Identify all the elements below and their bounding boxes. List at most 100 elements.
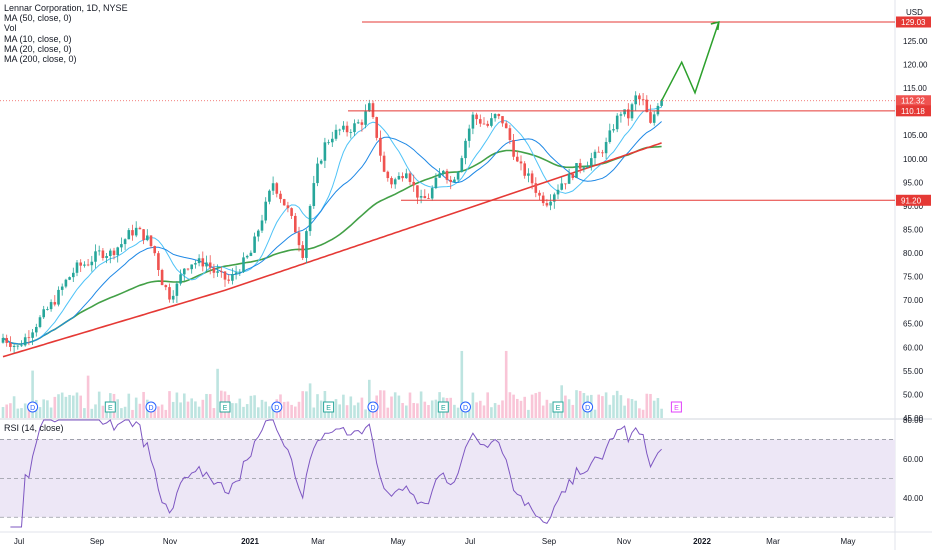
candle-body bbox=[512, 139, 515, 157]
volume-bar bbox=[68, 394, 71, 418]
volume-bar bbox=[216, 368, 219, 418]
volume-bar bbox=[12, 396, 16, 418]
candle-body bbox=[149, 235, 153, 247]
volume-bar bbox=[46, 400, 49, 418]
candle-body bbox=[164, 285, 168, 288]
legend-title: Lennar Corporation, 1D, NYSE bbox=[4, 3, 128, 13]
volume-bar bbox=[660, 408, 663, 418]
candle-body bbox=[608, 130, 612, 142]
volume-bar bbox=[645, 393, 649, 418]
candle-body bbox=[312, 183, 316, 207]
volume-bar bbox=[475, 402, 478, 418]
candle-body bbox=[560, 183, 563, 190]
candle-body bbox=[656, 105, 660, 115]
volume-bar bbox=[430, 400, 434, 418]
volume-bar bbox=[578, 390, 582, 418]
candle-body bbox=[97, 250, 101, 252]
candle-body bbox=[486, 123, 489, 126]
candle-body bbox=[430, 188, 434, 199]
price-tick-label: 90.00 bbox=[903, 202, 924, 211]
candle-body bbox=[508, 128, 512, 140]
candle-body bbox=[90, 261, 94, 266]
volume-bar bbox=[564, 395, 567, 418]
candle-body bbox=[586, 165, 589, 168]
volume-bar bbox=[53, 396, 57, 418]
volume-bar bbox=[305, 391, 308, 418]
volume-bar bbox=[567, 399, 571, 418]
volume-bar bbox=[94, 404, 97, 418]
volume-bar bbox=[401, 403, 404, 418]
candle-body bbox=[619, 114, 623, 116]
candle-body bbox=[179, 274, 182, 284]
candle-body bbox=[615, 115, 619, 130]
price-tick-label: 45.00 bbox=[903, 414, 924, 423]
volume-bar bbox=[601, 396, 604, 418]
candle-body bbox=[438, 173, 441, 178]
volume-bar bbox=[1, 407, 5, 418]
legend-ma50[interactable]: MA (50, close, 0) bbox=[4, 13, 72, 24]
volume-bar bbox=[231, 403, 234, 418]
volume-bar bbox=[97, 391, 101, 418]
candle-body bbox=[5, 337, 8, 343]
legend-ma10[interactable]: MA (10, close, 0) bbox=[4, 33, 72, 44]
volume-bar bbox=[253, 395, 256, 418]
candle-body bbox=[390, 178, 393, 185]
time-tick-label: May bbox=[390, 537, 405, 546]
candle-body bbox=[349, 132, 353, 133]
volume-bar bbox=[649, 393, 652, 418]
candle-body bbox=[249, 252, 253, 256]
candle-body bbox=[493, 114, 497, 119]
volume-bar bbox=[86, 375, 90, 418]
rsi-legend[interactable]: RSI (14, close) bbox=[4, 423, 64, 433]
volume-bar bbox=[534, 393, 538, 418]
marker-shape bbox=[323, 401, 335, 413]
projection-arrowhead bbox=[710, 21, 720, 31]
volume-bar bbox=[282, 401, 286, 418]
volume-bar bbox=[197, 406, 201, 418]
candle-body bbox=[16, 345, 20, 347]
candle-body bbox=[23, 337, 27, 346]
ma-line-20 bbox=[2, 121, 662, 345]
candle-body bbox=[60, 286, 64, 290]
candle-body bbox=[453, 179, 456, 183]
volume-bar bbox=[501, 400, 504, 418]
volume-bar bbox=[523, 396, 526, 418]
volume-bar bbox=[168, 391, 171, 418]
legend-ma20[interactable]: MA (20, close, 0) bbox=[4, 43, 72, 54]
volume-bar bbox=[27, 408, 31, 418]
candle-body bbox=[138, 227, 142, 230]
candle-body bbox=[134, 227, 138, 236]
volume-bar bbox=[486, 392, 489, 418]
legend-ma200[interactable]: MA (200, close, 0) bbox=[4, 54, 77, 65]
volume-bar bbox=[105, 407, 108, 418]
marker-shape bbox=[437, 401, 449, 413]
candle-body bbox=[652, 114, 656, 123]
candle-body bbox=[9, 342, 12, 347]
rsi-tick-label: 40.00 bbox=[903, 494, 924, 503]
candle-body bbox=[475, 114, 478, 120]
price-tag: 129.03 bbox=[896, 16, 931, 28]
volume-bar bbox=[334, 399, 338, 418]
volume-bar bbox=[453, 404, 456, 418]
candle-body bbox=[364, 111, 367, 125]
candle-body bbox=[660, 100, 663, 106]
legend-vol[interactable]: Vol bbox=[4, 23, 17, 34]
volume-bar bbox=[179, 402, 182, 418]
volume-bar bbox=[38, 407, 42, 418]
volume-bar bbox=[286, 401, 290, 418]
volume-bar bbox=[75, 392, 79, 418]
volume-bar bbox=[467, 407, 471, 418]
volume-bar bbox=[612, 395, 615, 418]
candle-body bbox=[538, 192, 541, 196]
volume-bar bbox=[264, 401, 267, 418]
volume-bar bbox=[186, 401, 190, 418]
candle-body bbox=[20, 345, 23, 347]
volume-bar bbox=[386, 407, 390, 418]
volume-bar bbox=[427, 405, 430, 418]
volume-bar bbox=[516, 398, 519, 418]
candle-body bbox=[94, 251, 97, 262]
marker-shape bbox=[582, 401, 594, 413]
candle-body bbox=[271, 183, 275, 191]
rsi-line bbox=[10, 419, 662, 528]
volume-bar bbox=[390, 396, 393, 418]
